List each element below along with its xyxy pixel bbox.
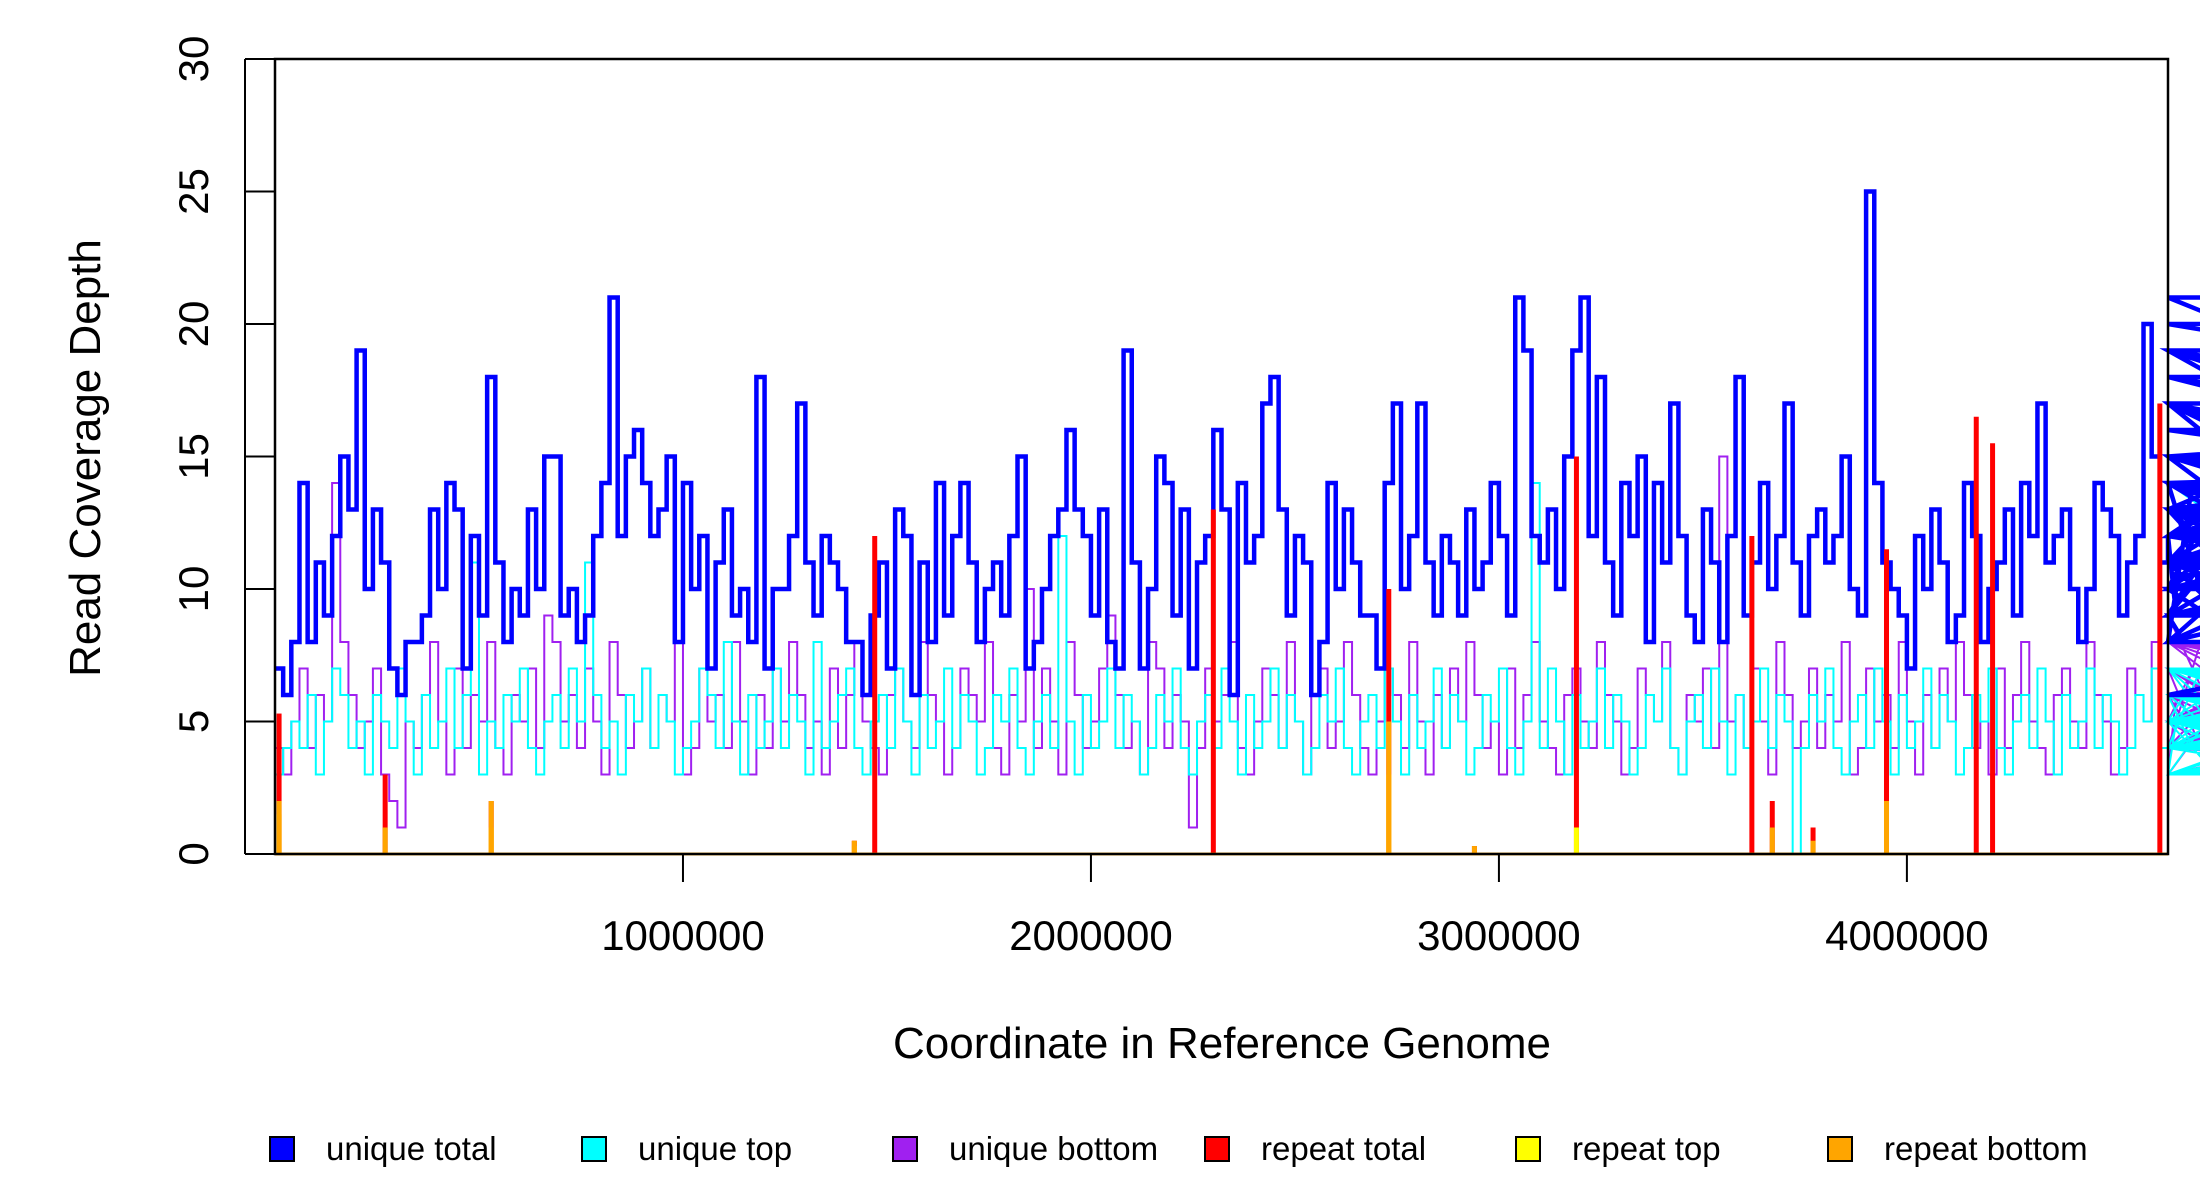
legend-label: unique total — [326, 1130, 497, 1167]
y-tick-label: 0 — [170, 842, 217, 865]
y-tick-label: 15 — [170, 433, 217, 480]
series-spike-repeat-total — [1210, 509, 1216, 854]
series-spike-repeat-total — [872, 536, 878, 854]
legend-label: unique bottom — [949, 1130, 1158, 1167]
series-line-unique-top — [275, 482, 2200, 855]
x-tick-label: 3000000 — [1417, 912, 1581, 959]
series-spike-repeat-total — [1990, 443, 1996, 854]
x-tick-label: 4000000 — [1825, 912, 1989, 959]
series-spike-repeat-total — [1573, 456, 1579, 854]
legend-label: unique top — [638, 1130, 792, 1167]
series-spike-repeat-bottom — [382, 827, 388, 854]
legend-swatch — [581, 1136, 607, 1162]
y-tick-label: 30 — [170, 36, 217, 83]
legend-swatch — [1204, 1136, 1230, 1162]
x-axis: 1000000 2000000 3000000 4000000 — [601, 854, 1989, 959]
series-spike-repeat-bottom — [1883, 801, 1889, 854]
legend-label: repeat bottom — [1884, 1130, 2088, 1167]
y-axis-title: Read Coverage Depth — [61, 239, 110, 677]
y-tick-label: 20 — [170, 301, 217, 348]
legend: unique total unique top unique bottom repea… — [269, 1130, 2088, 1167]
y-tick-label: 5 — [170, 710, 217, 733]
legend-swatch — [1827, 1136, 1853, 1162]
series-spike-repeat-bottom — [276, 801, 282, 854]
series-line-unique-total — [275, 189, 2200, 698]
series-spike-repeat-total — [382, 774, 388, 854]
y-axis: 0 5 10 15 20 25 30 — [170, 36, 275, 866]
series-spike-repeat-bottom — [1810, 840, 1816, 854]
series-spike-repeat-bottom — [1769, 827, 1775, 854]
series-spike-repeat-top — [1573, 827, 1579, 854]
x-tick-label: 2000000 — [1009, 912, 1173, 959]
legend-label: repeat total — [1261, 1130, 1426, 1167]
x-axis-title: Coordinate in Reference Genome — [893, 1019, 1551, 1068]
legend-swatch — [892, 1136, 918, 1162]
series-spike-repeat-total — [2157, 403, 2163, 854]
series-spike-repeat-bottom — [1386, 721, 1392, 854]
series-spike-repeat-bottom — [851, 840, 857, 854]
y-tick-label: 25 — [170, 168, 217, 215]
series-spike-repeat-total — [1883, 549, 1889, 854]
series-spike-repeat-total — [276, 713, 282, 854]
legend-swatch — [269, 1136, 295, 1162]
legend-label: repeat top — [1572, 1130, 1721, 1167]
x-tick-label: 1000000 — [601, 912, 765, 959]
plot-series-group — [275, 189, 2200, 856]
series-spike-repeat-total — [1749, 536, 1755, 854]
series-spike-repeat-bottom — [488, 801, 494, 854]
y-tick-label: 10 — [170, 566, 217, 613]
series-spike-repeat-bottom — [1471, 846, 1477, 854]
series-spike-repeat-total — [1973, 416, 1979, 854]
legend-swatch — [1515, 1136, 1541, 1162]
